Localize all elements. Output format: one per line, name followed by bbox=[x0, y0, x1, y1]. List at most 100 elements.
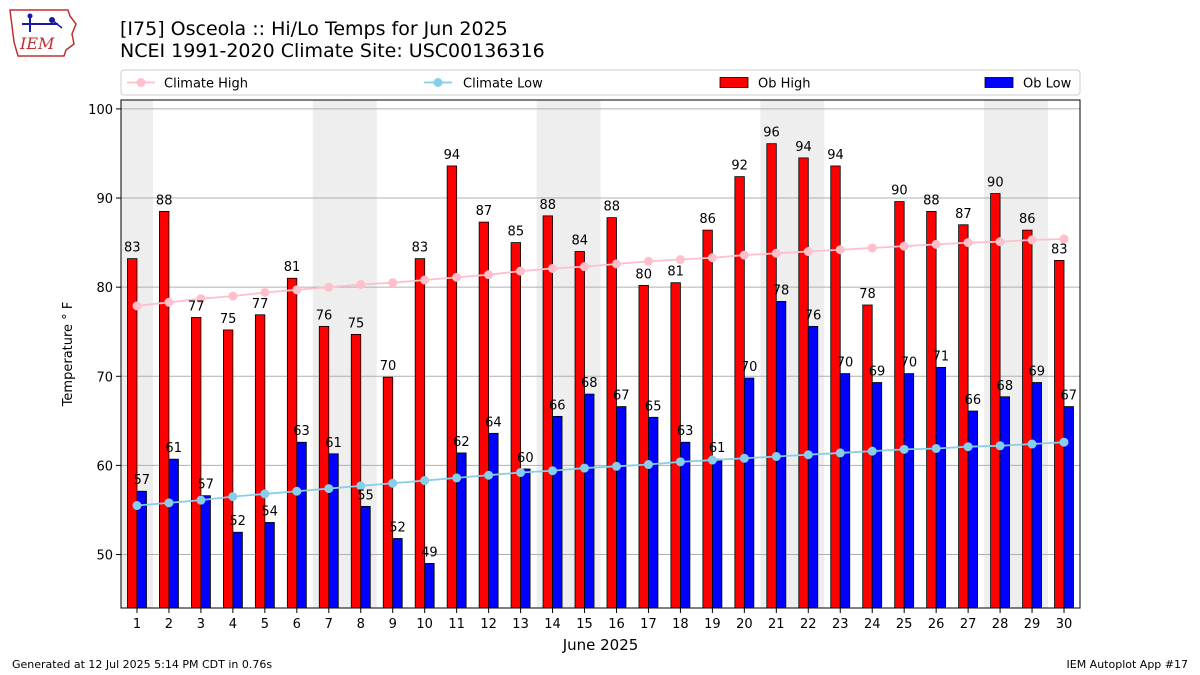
y-tick-label: 70 bbox=[96, 370, 113, 385]
climate-low-point bbox=[516, 468, 526, 478]
ob-high-label: 86 bbox=[1019, 212, 1036, 227]
climate-high-point bbox=[1027, 235, 1037, 245]
x-tick-label: 12 bbox=[480, 617, 497, 632]
climate-high-point bbox=[739, 250, 749, 260]
y-tick-label: 90 bbox=[96, 192, 113, 207]
ob-low-label: 52 bbox=[389, 520, 406, 535]
ob-high-bar bbox=[606, 217, 617, 609]
ob-low-label: 63 bbox=[677, 424, 694, 439]
ob-high-bar bbox=[510, 242, 521, 609]
x-tick-label: 23 bbox=[832, 617, 849, 632]
ob-low-bar bbox=[232, 531, 243, 609]
chart-title: [I75] Osceola :: Hi/Lo Temps for Jun 202… bbox=[120, 18, 508, 40]
climate-high-point bbox=[132, 301, 142, 311]
climate-high-point bbox=[867, 243, 877, 253]
ob-high-bar bbox=[222, 329, 234, 609]
ob-high-label: 92 bbox=[731, 159, 748, 174]
x-tick-label: 3 bbox=[197, 617, 205, 632]
ob-low-bar bbox=[200, 495, 211, 609]
climate-low-point bbox=[771, 451, 781, 461]
ob-high-bar bbox=[446, 165, 458, 609]
ob-low-label: 76 bbox=[805, 308, 822, 323]
climate-high-point bbox=[516, 266, 526, 276]
x-tick-label: 14 bbox=[544, 617, 561, 632]
ob-high-label: 87 bbox=[476, 204, 493, 219]
ob-high-label: 88 bbox=[603, 200, 620, 215]
x-tick-label: 24 bbox=[864, 617, 881, 632]
climate-high-point bbox=[643, 256, 653, 266]
climate-high-point bbox=[388, 278, 398, 288]
x-tick-label: 21 bbox=[768, 617, 785, 632]
ob-low-label: 67 bbox=[1060, 389, 1077, 404]
climate-low-point bbox=[867, 446, 877, 456]
ob-low-bar bbox=[392, 538, 403, 609]
ob-high-bar bbox=[318, 325, 330, 609]
ob-high-bar bbox=[670, 282, 681, 609]
ob-low-bar bbox=[999, 396, 1010, 609]
climate-high-point bbox=[420, 275, 430, 285]
ob-high-label: 76 bbox=[316, 308, 333, 323]
x-tick-label: 18 bbox=[672, 617, 689, 632]
x-tick-label: 1 bbox=[133, 617, 141, 632]
ob-low-label: 54 bbox=[261, 504, 278, 519]
ob-low-bar bbox=[328, 453, 339, 609]
ob-low-label: 78 bbox=[773, 283, 790, 298]
climate-low-point bbox=[388, 478, 398, 488]
ob-low-bar bbox=[424, 563, 435, 609]
climate-low-point bbox=[484, 470, 494, 480]
climate-high-point bbox=[963, 238, 973, 248]
climate-high-point bbox=[324, 282, 334, 292]
x-tick-label: 7 bbox=[325, 617, 333, 632]
ob-high-label: 70 bbox=[380, 359, 397, 374]
climate-low-point bbox=[995, 441, 1005, 451]
ob-high-label: 83 bbox=[412, 241, 429, 256]
x-tick-label: 22 bbox=[800, 617, 817, 632]
climate-high-point bbox=[196, 294, 206, 304]
climate-low-point bbox=[963, 442, 973, 452]
iowa-map-icon bbox=[9, 9, 77, 57]
ob-high-label: 83 bbox=[1051, 242, 1068, 257]
legend-ob-low-label: Ob Low bbox=[1023, 77, 1072, 92]
climate-high-point bbox=[995, 237, 1005, 247]
legend-box bbox=[120, 69, 1081, 96]
legend-climate-low-label: Climate Low bbox=[463, 77, 543, 92]
x-tick-label: 11 bbox=[448, 617, 465, 632]
ob-low-label: 65 bbox=[645, 399, 662, 414]
climate-low-point bbox=[931, 443, 941, 453]
ob-low-label: 49 bbox=[421, 545, 438, 560]
ob-high-label: 77 bbox=[252, 297, 269, 312]
climate-high-point bbox=[611, 259, 621, 269]
legend-ob-low-swatch bbox=[984, 77, 1014, 88]
ob-high-label: 88 bbox=[156, 193, 173, 208]
x-tick-label: 9 bbox=[389, 617, 397, 632]
ob-high-bar bbox=[1022, 229, 1033, 609]
climate-low-point bbox=[675, 457, 685, 467]
ob-high-label: 88 bbox=[923, 193, 940, 208]
ob-low-bar bbox=[680, 441, 691, 609]
climate-high-point bbox=[452, 272, 462, 282]
x-tick-label: 15 bbox=[576, 617, 593, 632]
climate-high-point bbox=[1059, 234, 1069, 244]
ob-high-label: 80 bbox=[635, 267, 652, 282]
y-tick-label: 60 bbox=[96, 459, 113, 474]
climate-low-point bbox=[228, 492, 238, 502]
x-tick-label: 8 bbox=[357, 617, 365, 632]
y-tick-label: 80 bbox=[96, 281, 113, 296]
y-tick-label: 100 bbox=[88, 103, 113, 118]
climate-low-point bbox=[260, 489, 270, 499]
ob-low-bar bbox=[584, 393, 595, 609]
climate-low-point bbox=[707, 455, 717, 465]
climate-low-line bbox=[136, 441, 1065, 507]
ob-low-bar bbox=[168, 458, 179, 609]
climate-low-point bbox=[643, 460, 653, 470]
y-tick-label: 50 bbox=[96, 549, 113, 564]
ob-low-bar bbox=[520, 468, 531, 609]
ob-high-bar bbox=[574, 251, 585, 609]
climate-high-point bbox=[260, 288, 270, 298]
x-tick-label: 10 bbox=[416, 617, 433, 632]
climate-low-point bbox=[164, 498, 174, 508]
ob-low-bar bbox=[360, 505, 371, 609]
ob-low-label: 52 bbox=[229, 514, 246, 529]
climate-low-point bbox=[420, 476, 430, 486]
ob-low-label: 61 bbox=[165, 441, 182, 456]
